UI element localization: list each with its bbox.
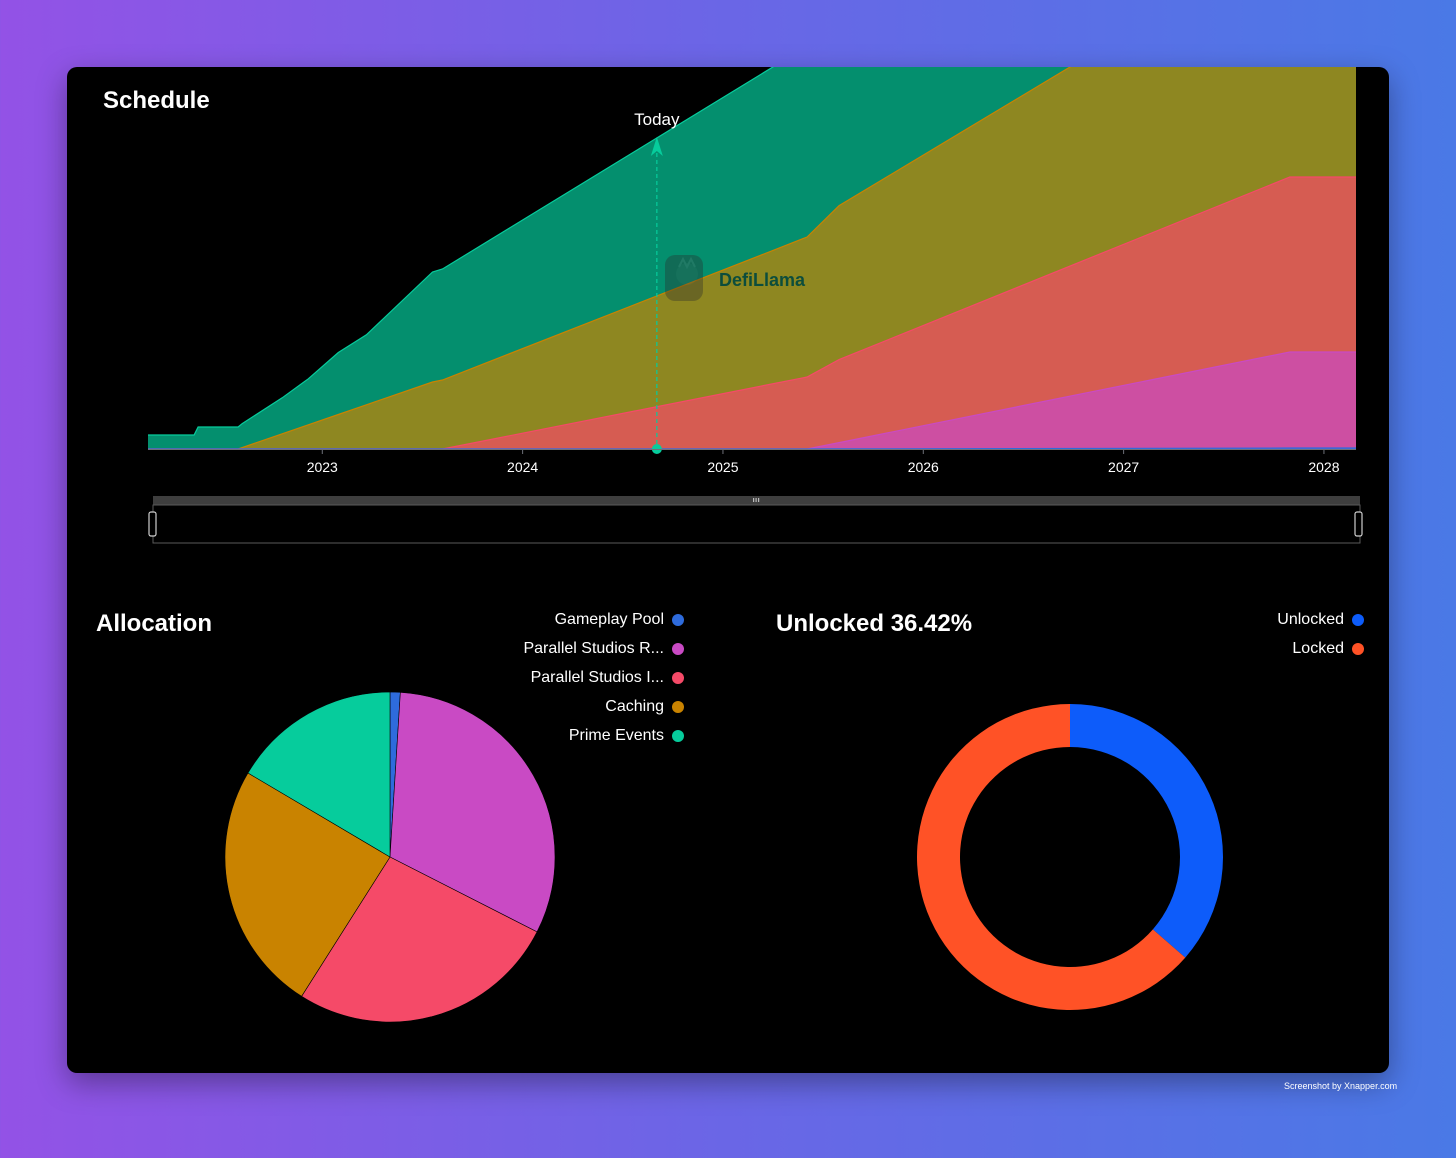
legend-dot-icon	[672, 729, 684, 742]
legend-label: Prime Events	[568, 726, 664, 744]
x-tick-label: 2027	[1108, 459, 1139, 475]
legend-label: Unlocked	[1277, 610, 1344, 628]
legend-dot-icon	[672, 671, 684, 684]
pie-slice-prime-events[interactable]	[247, 691, 391, 858]
legend-label: Parallel Studios I...	[530, 668, 664, 686]
donut-slice-unlocked[interactable]	[1070, 704, 1223, 958]
unlocked-title: Unlocked 36.42%	[776, 610, 973, 637]
unlocked-donut[interactable]	[917, 704, 1223, 1010]
area-parallel-studios-r[interactable]	[148, 352, 1356, 449]
legend-item-prime-events[interactable]: Prime Events	[523, 721, 684, 750]
line-prime-events	[148, 67, 774, 436]
defillama-watermark: DefiLlama	[719, 270, 806, 290]
screenshot-credit: Screenshot by Xnapper.com	[1284, 1081, 1398, 1091]
legend-label: Gameplay Pool	[554, 610, 664, 628]
pie-slice-parallel-studios-r[interactable]	[389, 692, 556, 933]
donut-slice-locked[interactable]	[917, 704, 1186, 1010]
legend-dot-icon	[672, 613, 684, 626]
schedule-area-chart[interactable]	[148, 67, 1356, 450]
pie-slice-caching[interactable]	[224, 772, 391, 997]
x-tick-label: 2023	[307, 459, 338, 475]
token-unlock-card: Schedule Allocation Unlocked 36.42% Defi…	[67, 67, 1389, 1073]
llama-logo-icon	[665, 255, 703, 301]
legend-item-gameplay-pool[interactable]: Gameplay Pool	[523, 605, 684, 634]
unlocked-legend: Unlocked Locked	[1277, 605, 1364, 663]
today-label: Today	[634, 110, 680, 129]
x-tick-label: 2024	[507, 459, 538, 475]
legend-label: Locked	[1292, 639, 1344, 657]
area-parallel-studios-i[interactable]	[148, 177, 1356, 449]
slider-left-handle[interactable]	[148, 511, 157, 537]
schedule-title: Schedule	[103, 87, 210, 114]
legend-item-parallel-studios-i[interactable]: Parallel Studios I...	[523, 663, 684, 692]
allocation-title: Allocation	[96, 610, 213, 637]
today-marker: Today	[634, 110, 680, 454]
legend-label: Parallel Studios R...	[523, 639, 664, 657]
range-slider[interactable]	[148, 496, 1363, 544]
pie-slice-parallel-studios-i[interactable]	[301, 856, 538, 1023]
legend-dot-icon	[1352, 642, 1364, 655]
legend-item-caching[interactable]: Caching	[523, 692, 684, 721]
legend-dot-icon	[672, 642, 684, 655]
watermark-layer: DefiLlama	[665, 255, 806, 301]
x-tick-label: 2028	[1308, 459, 1339, 475]
slider-grip-icon[interactable]	[753, 498, 760, 502]
slider-right-handle[interactable]	[1354, 511, 1363, 537]
allocation-pie[interactable]	[224, 691, 556, 1023]
legend-item-locked[interactable]: Locked	[1277, 634, 1364, 663]
legend-item-parallel-studios-r[interactable]: Parallel Studios R...	[523, 634, 684, 663]
legend-dot-icon	[672, 700, 684, 713]
x-tick-label: 2026	[908, 459, 939, 475]
charts-canvas: DefiLlama Today 2023 2024 2025 2026 2027 2028	[148, 67, 1363, 1023]
today-arrow-icon	[650, 137, 663, 156]
legend-label: Caching	[605, 697, 664, 715]
x-tick-label: 2025	[707, 459, 738, 475]
x-axis: 2023 2024 2025 2026 2027 2028	[148, 449, 1356, 475]
legend-item-unlocked[interactable]: Unlocked	[1277, 605, 1364, 634]
allocation-legend: Gameplay Pool Parallel Studios R... Parall…	[523, 605, 684, 750]
slider-window[interactable]	[152, 504, 1361, 544]
legend-dot-icon	[1352, 613, 1364, 626]
